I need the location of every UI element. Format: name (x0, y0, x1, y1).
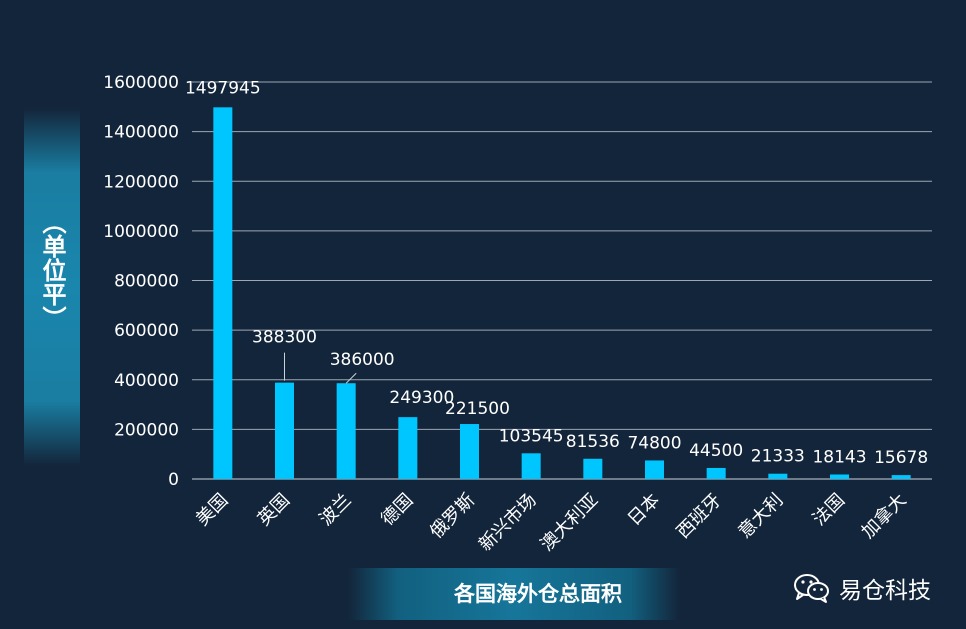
data-label: 44500 (689, 441, 743, 461)
y-tick-label: 600000 (114, 321, 179, 341)
data-label: 386000 (330, 350, 395, 370)
bar (891, 475, 911, 479)
y-tick-label: 1000000 (103, 222, 179, 242)
data-label: 221500 (445, 399, 510, 419)
bar (768, 473, 788, 479)
y-tick-label: 200000 (114, 420, 179, 440)
x-tick-label: 美国 (192, 490, 232, 530)
x-tick-label: 俄罗斯 (426, 490, 479, 543)
wechat-icon (794, 574, 829, 603)
bar (336, 383, 356, 479)
y-axis-label: （单位平） (38, 210, 66, 330)
bar (830, 474, 849, 479)
data-label-leader (345, 372, 357, 384)
chart-title-background (348, 568, 680, 620)
data-label: 74800 (627, 433, 681, 453)
x-tick-label: 日本 (624, 490, 664, 530)
brand-name: 易仓科技 (839, 578, 931, 604)
data-label: 388300 (252, 328, 317, 348)
y-tick-label: 400000 (114, 371, 179, 391)
bar (213, 107, 233, 480)
y-tick-label: 800000 (114, 272, 179, 292)
brand-watermark: 易仓科技 (793, 571, 931, 605)
x-tick-label: 意大利 (734, 490, 787, 543)
x-tick-label: 德国 (377, 490, 417, 530)
x-tick-label: 波兰 (315, 490, 355, 530)
x-tick-label: 英国 (254, 490, 294, 530)
bar (275, 382, 294, 479)
data-label: 103545 (499, 426, 564, 446)
bar (460, 424, 479, 479)
data-label: 1497945 (185, 78, 261, 98)
x-tick-label: 澳大利亚 (537, 490, 603, 556)
bar (583, 458, 603, 479)
chart-title: 各国海外仓总面积 (454, 582, 622, 606)
bar (645, 460, 664, 479)
y-axis-label-background (24, 108, 80, 466)
x-tick-label: 新兴市场 (475, 490, 541, 556)
x-tick-label: 加拿大 (857, 489, 911, 543)
x-tick-label: 法国 (809, 490, 849, 530)
bar (706, 467, 726, 479)
y-tick-label: 1400000 (103, 123, 179, 143)
x-tick-label: 西班牙 (673, 490, 726, 543)
y-tick-label: 1600000 (103, 73, 179, 93)
data-label: 249300 (389, 388, 454, 408)
bar (521, 453, 541, 479)
y-tick-label: 1200000 (103, 172, 179, 192)
data-label: 15678 (874, 448, 928, 468)
data-label: 21333 (751, 447, 805, 467)
data-label: 18143 (812, 447, 866, 467)
data-label: 81536 (566, 432, 620, 452)
bar (398, 417, 418, 479)
y-tick-label: 0 (168, 470, 179, 490)
